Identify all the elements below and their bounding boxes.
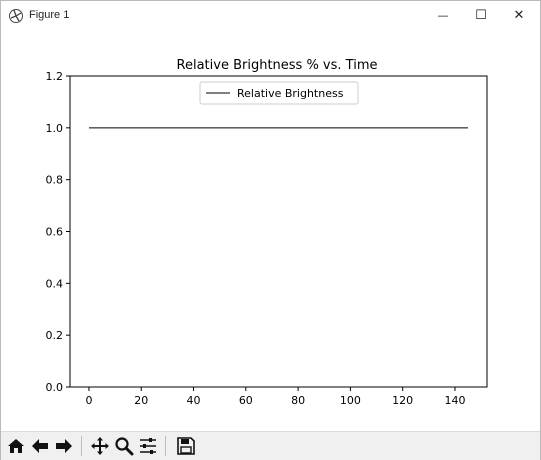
- figure-canvas[interactable]: Relative Brightness % vs. Time 0 20 40 60 80…: [1, 31, 540, 431]
- ticks: 0 20 40 60 80 100 120 140 0.0 0.2 0.4 0.6 0.8 1.0 1.2: [46, 70, 466, 407]
- axes: [69, 75, 488, 388]
- y-tick-label: 0.4: [46, 277, 64, 290]
- chart-title: Relative Brightness % vs. Time: [177, 58, 378, 73]
- toolbar-separator: [165, 436, 166, 456]
- back-button[interactable]: [29, 435, 51, 457]
- configure-subplots-icon: [140, 438, 156, 454]
- home-button[interactable]: [5, 435, 27, 457]
- maximize-button[interactable]: ☐: [463, 1, 499, 29]
- forward-arrow-icon: [56, 439, 72, 453]
- save-button[interactable]: [175, 435, 197, 457]
- axes-frame: [69, 75, 488, 388]
- navigation-toolbar: [1, 431, 540, 460]
- y-tick-label: 1.0: [46, 122, 64, 135]
- close-button[interactable]: ✕: [501, 1, 537, 29]
- chart: Relative Brightness % vs. Time 0 20 40 60 80…: [46, 58, 488, 407]
- minimize-button[interactable]: —: [425, 1, 461, 29]
- matplotlib-app-icon: [8, 8, 24, 24]
- y-tick-label: 0.8: [46, 174, 64, 187]
- y-tick-label: 0.0: [46, 381, 64, 394]
- back-arrow-icon: [32, 439, 48, 453]
- maximize-icon: ☐: [475, 7, 487, 23]
- close-icon: ✕: [513, 7, 525, 23]
- zoom-button[interactable]: [113, 435, 135, 457]
- x-tick-label: 20: [134, 394, 148, 407]
- toolbar-separator: [81, 436, 82, 456]
- legend: Relative Brightness: [199, 81, 359, 105]
- legend-label: Relative Brightness: [237, 87, 344, 100]
- x-tick-label: 80: [291, 394, 305, 407]
- pan-icon: [91, 437, 109, 455]
- save-icon: [177, 437, 195, 455]
- forward-button[interactable]: [53, 435, 75, 457]
- x-tick-label: 140: [444, 394, 465, 407]
- window-title: Figure 1: [29, 9, 70, 21]
- x-tick-label: 0: [85, 394, 92, 407]
- x-tick-label: 100: [340, 394, 361, 407]
- x-tick-label: 120: [392, 394, 413, 407]
- configure-subplots-button[interactable]: [137, 435, 159, 457]
- home-icon: [8, 439, 24, 453]
- pan-button[interactable]: [89, 435, 111, 457]
- minimize-icon: —: [437, 8, 449, 22]
- y-tick-label: 0.2: [46, 329, 64, 342]
- legend-box: [199, 81, 359, 105]
- x-tick-label: 60: [239, 394, 253, 407]
- x-tick-label: 40: [187, 394, 201, 407]
- y-tick-label: 0.6: [46, 226, 64, 239]
- title-bar[interactable]: Figure 1 — ☐ ✕: [1, 1, 540, 31]
- y-tick-label: 1.2: [46, 70, 64, 83]
- zoom-icon: [115, 437, 134, 456]
